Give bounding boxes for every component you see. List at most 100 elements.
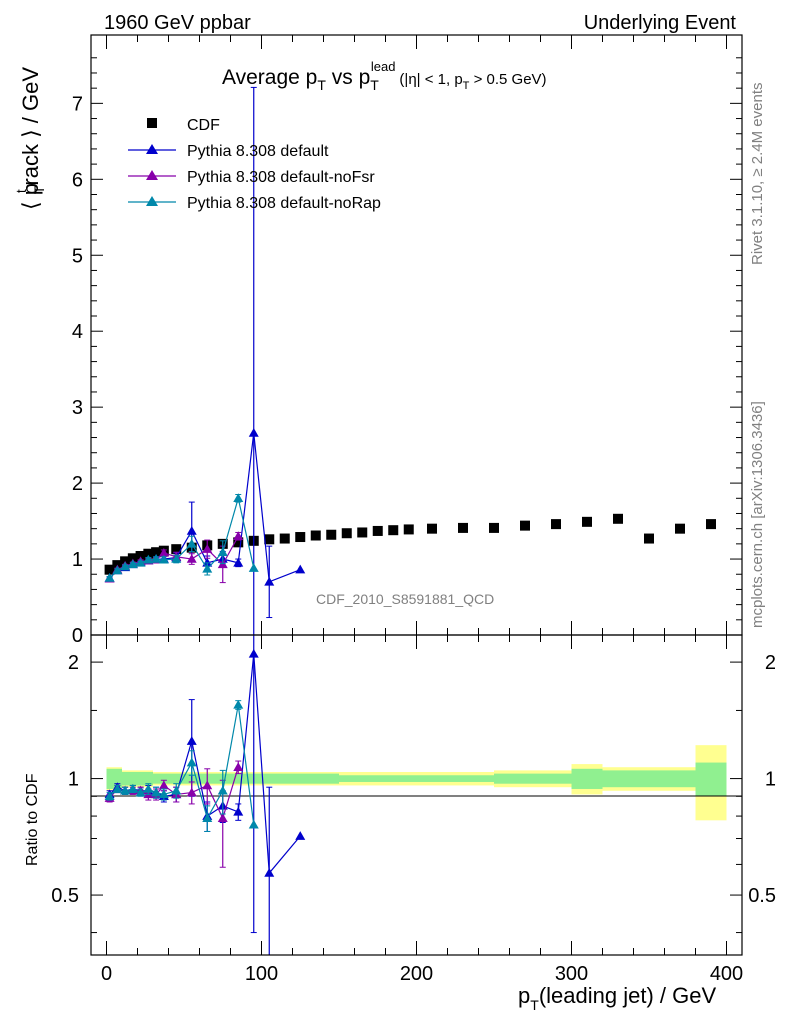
pythia-8-308-default-nofsr-data-point <box>186 554 197 563</box>
pythia-8-308-default-norap-data-point <box>248 563 259 572</box>
ratio-band-inner <box>633 770 665 788</box>
main-y-tick-label: 3 <box>72 397 83 419</box>
ratio-x-ticks: 0 100 200 300 400 <box>101 635 743 985</box>
cdf-data-point <box>489 522 499 533</box>
legend: CDF Pythia 8.308 default Pythia 8.308 de… <box>128 117 381 212</box>
ylabel-rest: rack ⟩ / GeV <box>18 67 43 186</box>
ratio-y-tick-label-right: 0.5 <box>748 885 776 907</box>
pythia-8-308-default-norap-ratio-point <box>143 783 154 793</box>
ratio-band-inner <box>494 773 572 784</box>
ratio-uncertainty-bands <box>106 745 727 821</box>
pythia-8-308-default-norap-data-point <box>202 563 213 573</box>
ratio-y-ticks: 0.5 0.5 1 1 2 2 <box>51 652 776 934</box>
x-tick-label: 200 <box>400 963 433 985</box>
pythia-8-308-default-norap-ratio-point <box>127 783 138 793</box>
pythia-8-308-default-nofsr-ratio-point <box>186 787 197 797</box>
cdf-data-point <box>326 529 337 540</box>
cdf-data-point <box>279 533 290 544</box>
pythia-8-308-default-ratio-point <box>248 648 259 658</box>
main-x-ticks <box>106 35 727 635</box>
title-avg: Average p <box>222 66 317 89</box>
pythia-8-308-default-nofsr-data-point <box>202 544 213 553</box>
rivet-info: Rivet 3.1.10, ≥ 2.4M events <box>749 83 766 266</box>
pythia-8-308-default-norap-ratio-line <box>109 704 255 825</box>
pythia-8-308-default-norap-data-point <box>158 554 169 564</box>
legend-label-norap: Pythia 8.308 default-noRap <box>187 195 381 212</box>
pythia-8-308-default-nofsr-ratio-point <box>202 780 213 790</box>
cdf-data-point <box>341 528 352 539</box>
cdf-data-point <box>264 534 275 545</box>
title-sup: lead <box>371 59 396 74</box>
main-y-tick-label: 5 <box>72 245 83 267</box>
pythia-8-308-default-norap-data-point <box>151 554 162 563</box>
xlabel-sub: T <box>530 997 539 1013</box>
main-y-tick-label: 6 <box>72 169 83 191</box>
pythia-8-308-default-norap-ratio-point <box>171 785 182 795</box>
title-vs: vs p <box>326 66 370 89</box>
pythia-8-308-default-ratio-point <box>233 806 244 816</box>
pythia-8-308-default-norap-ratio-point <box>120 785 131 795</box>
title-sub3: T <box>463 80 470 92</box>
legend-label-nofsr: Pythia 8.308 default-noFsr <box>187 169 375 186</box>
x-tick-label: 400 <box>710 963 743 985</box>
legend-marker-norap <box>146 196 158 206</box>
pythia-8-308-default-norap-ratio-point <box>151 787 162 797</box>
ylabel-open: ⟨ p <box>18 183 43 210</box>
ylabel-sub: T <box>31 185 47 194</box>
cdf-data-point <box>104 564 115 575</box>
ratio-band-inner <box>664 770 696 788</box>
main-y-tick-label: 1 <box>72 549 83 571</box>
cdf-data-point <box>295 532 306 543</box>
main-y-tick-label: 0 <box>72 625 83 647</box>
cdf-data-point <box>582 516 592 527</box>
legend-label-cdf: CDF <box>187 117 220 134</box>
pythia-8-308-default-norap-data-point <box>217 547 228 556</box>
pythia-8-308-default-norap-ratio-point <box>158 789 169 799</box>
cdf-data-point <box>388 525 399 536</box>
pythia-8-308-default-norap-data-point <box>233 493 244 503</box>
main-y-tick-label: 7 <box>72 93 83 115</box>
plot-title: Average pT vs pTlead(|η| < 1, pT > 0.5 G… <box>222 59 547 93</box>
ratio-band-inner <box>339 775 494 782</box>
pythia-8-308-default-norap-data-point <box>186 538 197 548</box>
pythia-8-308-default-norap-ratio-point <box>104 791 115 801</box>
x-tick-label: 100 <box>245 963 278 985</box>
pythia-8-308-default-norap-data-point <box>171 554 182 563</box>
ratio-band-inner <box>122 771 153 786</box>
legend-marker-nofsr <box>146 170 158 180</box>
pythia-8-308-default-data-point <box>233 557 244 567</box>
legend-marker-cdf <box>147 118 157 128</box>
main-y-tick-label: 2 <box>72 473 83 495</box>
pythia-8-308-default-nofsr-ratio-point <box>158 780 169 790</box>
mcplots-info: mcplots.cern.ch [arXiv:1306.3436] <box>749 401 766 628</box>
x-tick-label: 0 <box>101 963 112 985</box>
pythia-8-308-default-ratio-point <box>264 868 275 877</box>
ratio-band-inner <box>571 768 603 789</box>
main-y-tick-label: 4 <box>72 321 83 343</box>
pythia-8-308-default-norap-ratio-point <box>248 819 259 829</box>
analysis-watermark: CDF_2010_S8591881_QCD <box>316 591 494 607</box>
cdf-data-point <box>403 524 414 535</box>
title-tail: (|η| < 1, p <box>399 71 462 88</box>
x-tick-label: 300 <box>555 963 588 985</box>
ratio-y-tick-label-right: 2 <box>765 652 776 674</box>
ratio-y-tick-label-left: 2 <box>68 652 79 674</box>
cdf-data-point <box>127 553 138 564</box>
pythia-8-308-default-ratio-line <box>109 653 301 875</box>
pythia-8-308-default-norap-data-point <box>104 573 115 582</box>
xlabel-p: p <box>518 983 530 1008</box>
x-axis-label: pT(leading jet) / GeV <box>518 983 716 1013</box>
ratio-marks <box>104 634 306 956</box>
cdf-data-point <box>135 551 146 562</box>
title-tail2: > 0.5 GeV) <box>469 71 546 88</box>
pythia-8-308-default-ratio-point <box>186 736 197 745</box>
pythia-8-308-default-norap-data-point <box>127 559 138 569</box>
cdf-data-point <box>706 519 716 530</box>
pythia-8-308-default-data-point <box>295 564 306 574</box>
pythia-8-308-default-data-point <box>264 576 275 586</box>
pythia-8-308-default-norap-ratio-point <box>202 813 213 822</box>
ratio-band-inner <box>153 773 184 784</box>
main-y-ticks: 0 1 2 3 4 5 6 7 <box>72 57 742 647</box>
ylabel-sup: t <box>13 189 29 193</box>
pythia-8-308-default-nofsr-ratio-point <box>233 762 244 771</box>
